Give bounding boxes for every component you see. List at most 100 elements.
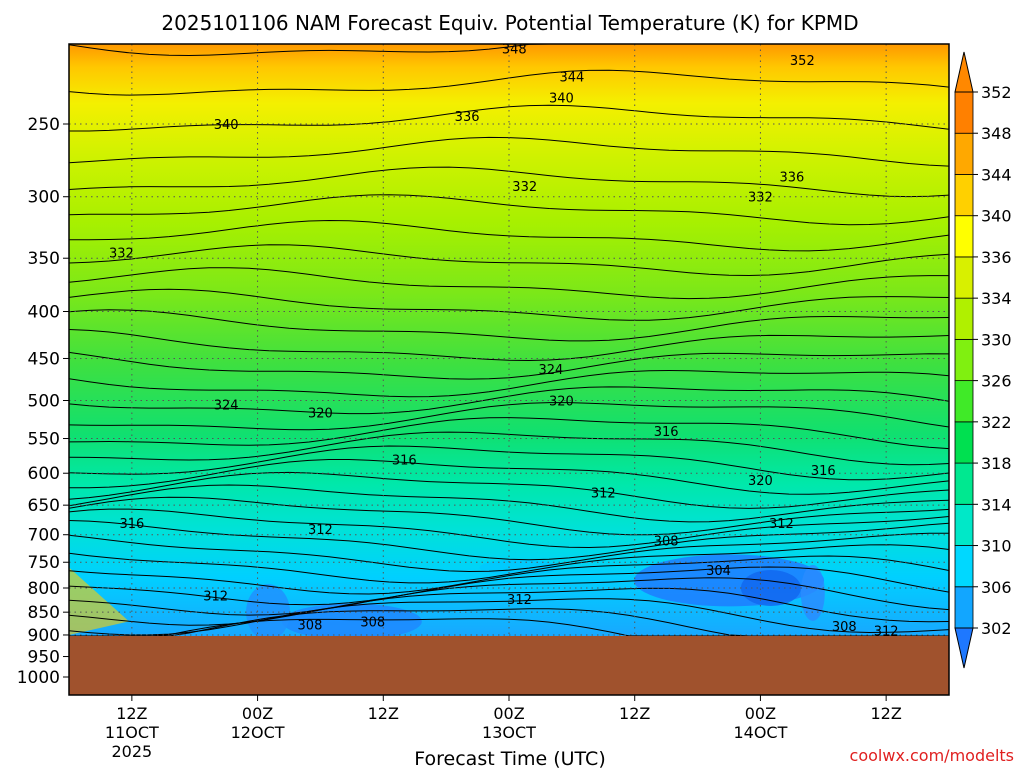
x-tick-label: 00Z [242, 704, 273, 723]
y-tick-label: 500 [28, 392, 60, 412]
contour-label: 324 [214, 398, 239, 413]
watermark: coolwx.com/modelts [850, 746, 1014, 765]
contour-label: 320 [748, 474, 773, 489]
contour-line [69, 104, 949, 132]
contour-label: 332 [512, 180, 537, 195]
colorbar-label: 318 [981, 454, 1012, 473]
y-tick-label: 850 [28, 603, 60, 623]
x-axis-label: Forecast Time (UTC) [414, 748, 605, 768]
contour-label: 312 [308, 523, 333, 538]
y-tick-label: 350 [28, 249, 60, 269]
warm-wedge [69, 567, 129, 635]
contour-label: 308 [832, 620, 857, 635]
contour-line [69, 219, 949, 252]
contour-label: 312 [203, 589, 228, 604]
colorbar-segment [954, 174, 974, 217]
colorbar-segment [954, 91, 974, 134]
contour-line [69, 309, 949, 342]
contour-label: 316 [654, 425, 679, 440]
contour-label: 312 [507, 593, 532, 608]
contour-line [69, 587, 949, 626]
contour-line [69, 244, 949, 277]
contour-label: 340 [549, 92, 574, 107]
contour-line [69, 520, 949, 561]
colorbar-label: 348 [981, 124, 1012, 143]
y-axis: 250 300 350 400 450 500 550 600 650 700 750 800 850 9… [17, 115, 69, 688]
y-tick-label: 450 [28, 349, 60, 369]
contour-line [69, 329, 949, 362]
colorbar-segment [954, 297, 974, 340]
contour-label: 316 [811, 464, 836, 479]
contour-label: 344 [559, 71, 584, 86]
contour-label: 332 [748, 191, 773, 206]
y-tick-label: 700 [28, 526, 60, 546]
contour-line [69, 532, 949, 573]
colorbar-label: 302 [981, 619, 1012, 638]
x-tick-label: 00Z [493, 704, 524, 723]
colorbar-segment [954, 421, 974, 464]
colorbar-label: 344 [981, 165, 1012, 184]
contour-line [69, 555, 949, 595]
plot-area: 348 352 344 340 336 340 336 332 332 332 324 324 320 3… [68, 43, 950, 696]
contour-labels: 348 352 344 340 336 340 336 332 332 332 324 324 320 3… [109, 43, 899, 640]
colorbar-label: 322 [981, 413, 1012, 432]
contour-label: 312 [874, 625, 899, 640]
contour-line [69, 618, 949, 636]
contour-line [69, 44, 949, 57]
contour-line [69, 431, 949, 466]
colorbar-segment [954, 503, 974, 546]
y-tick-label: 950 [28, 648, 60, 668]
contour-label: 308 [360, 615, 385, 630]
cold-cell [800, 564, 825, 621]
colorbar-max-arrow [954, 51, 974, 93]
contour-label: 312 [591, 487, 616, 502]
contour-line [69, 496, 949, 536]
contour-label: 308 [654, 534, 679, 549]
colorbar-label: 334 [981, 289, 1012, 308]
x-tick-label: 14OCT [733, 723, 787, 742]
contour-label: 312 [769, 517, 794, 532]
cold-cell [246, 584, 291, 636]
y-tick-label: 750 [28, 553, 60, 573]
contour-label: 304 [706, 564, 731, 579]
colorbar-label: 330 [981, 330, 1012, 349]
contour-label: 352 [790, 54, 815, 69]
x-tick-label: 12OCT [231, 723, 285, 742]
x-tick-label: 12Z [368, 704, 399, 723]
contour-label: 348 [502, 43, 527, 58]
colorbar-segment [954, 132, 974, 175]
y-tick-label: 600 [28, 464, 60, 484]
cold-cell [740, 569, 801, 606]
x-tick-label: 13OCT [482, 723, 536, 742]
colorbar-label: 352 [981, 83, 1012, 102]
y-tick-label: 400 [28, 302, 60, 322]
x-tick-label: 12Z [116, 704, 147, 723]
y-tick-label: 250 [28, 115, 60, 135]
contour-label: 340 [214, 118, 239, 133]
y-tick-label: 1000 [17, 668, 60, 688]
contour-label: 336 [455, 110, 480, 125]
colorbar-segment [954, 586, 974, 629]
contour-label: 316 [119, 517, 144, 532]
colorbar-label: 326 [981, 372, 1012, 391]
colorbar-min-arrow [954, 627, 974, 669]
y-tick-label: 800 [28, 579, 60, 599]
contour-line [69, 194, 949, 226]
colorbar-segment [954, 215, 974, 258]
colorbar-label: 314 [981, 495, 1012, 514]
contour-label: 332 [109, 246, 134, 261]
x-tick-label: 00Z [745, 704, 776, 723]
colorbar-segment [954, 256, 974, 299]
y-tick-label: 300 [28, 188, 60, 208]
x-tick-label: 2025 [111, 742, 152, 761]
y-tick-label: 550 [28, 430, 60, 450]
chart-title: 2025101106 NAM Forecast Equiv. Potential… [161, 11, 858, 35]
colorbar-segment [954, 338, 974, 382]
colorbar-label: 340 [981, 207, 1012, 226]
contour-line [69, 544, 949, 584]
x-tick-label: 11OCT [105, 723, 159, 742]
x-tick-label: 12Z [870, 704, 901, 723]
colorbar-label: 336 [981, 248, 1012, 267]
